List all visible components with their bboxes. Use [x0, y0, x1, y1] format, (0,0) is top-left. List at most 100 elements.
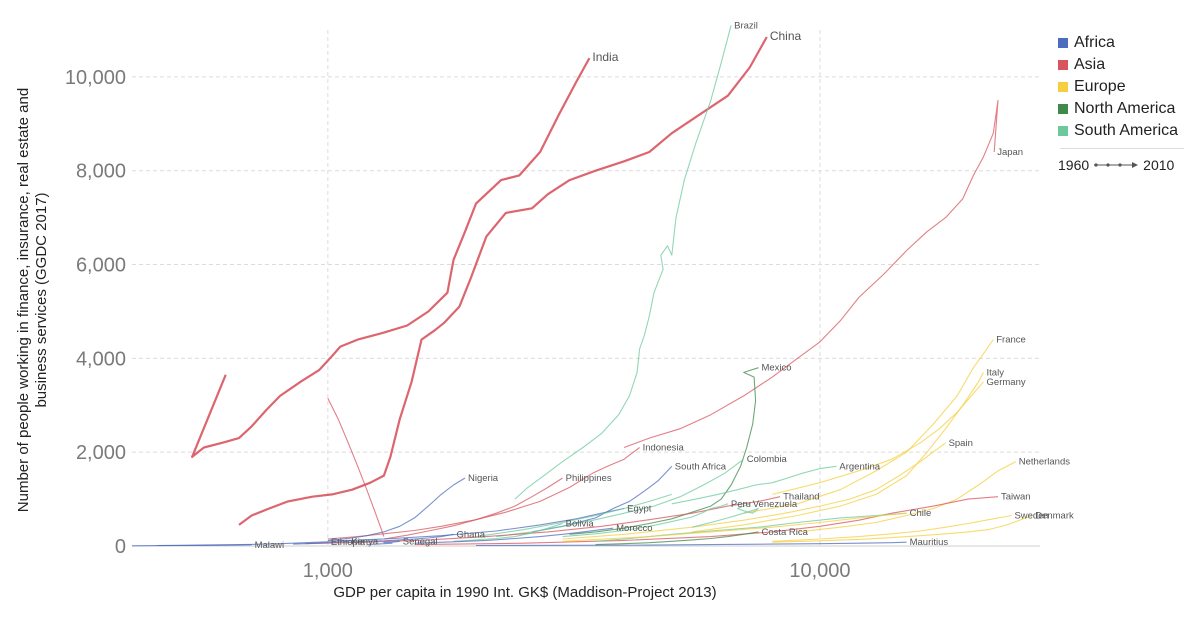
legend-swatch [1058, 38, 1068, 48]
series-line-thailand[interactable] [305, 496, 781, 545]
legend-item-africa[interactable]: Africa [1058, 32, 1198, 54]
x-axis-ticks: 1,000 10,000 [303, 560, 851, 582]
series-label: Ethiopia [331, 537, 366, 548]
legend-label: Africa [1074, 34, 1115, 51]
y-axis-title-line2: business services (GGDC 2017) [33, 192, 50, 407]
series-label: China [770, 29, 802, 43]
series-labels: India China Brazil Japan Mexico Indonesia Nige… [255, 20, 1074, 551]
series-line-mauritius[interactable] [475, 541, 907, 547]
time-range: 1960 2010 [1058, 157, 1198, 173]
legend-label: South America [1074, 122, 1179, 139]
y-tick-label: 0 [115, 536, 126, 558]
series-line-brazil[interactable] [514, 25, 732, 500]
series-line-france[interactable] [743, 339, 994, 514]
series-label: Peru [731, 499, 751, 510]
series-line-spain[interactable] [562, 442, 946, 540]
series-line-taiwan[interactable] [414, 496, 999, 546]
x-tick-label: 1,000 [303, 560, 353, 582]
legend-swatch [1058, 104, 1068, 114]
x-tick-label: 10,000 [789, 560, 850, 582]
grid [132, 30, 1040, 547]
series-line-unlabeled[interactable] [327, 397, 385, 537]
series-line-indonesia[interactable] [327, 447, 640, 540]
series-label: Indonesia [643, 442, 685, 453]
legend-item-south-america[interactable]: South America [1058, 120, 1198, 142]
series-label: Egypt [627, 503, 652, 514]
series-label: Venezuela [753, 499, 798, 510]
series-line-japan[interactable] [623, 99, 999, 449]
legend: Africa Asia Europe North America South A… [1058, 32, 1198, 173]
series-label: Malawi [255, 540, 285, 551]
series-label: Bolivia [566, 518, 595, 529]
series-line-india[interactable] [191, 57, 591, 458]
series-label: Germany [987, 377, 1026, 388]
series-label: Philippines [566, 473, 612, 484]
series-line-peru[interactable] [562, 503, 729, 538]
series-label: France [996, 335, 1026, 346]
series-line-senegal[interactable] [366, 540, 400, 546]
series-label: Netherlands [1019, 457, 1070, 468]
legend-label: North America [1074, 100, 1176, 117]
x-axis-title: GDP per capita in 1990 Int. GK$ (Maddiso… [333, 584, 716, 601]
series-label: Denmark [1035, 511, 1074, 522]
series-line-argentina[interactable] [671, 465, 837, 505]
series-line-egypt[interactable] [327, 507, 625, 542]
series-label: Morocco [616, 523, 652, 534]
series-label: Senegal [403, 536, 438, 547]
series-line-malawi[interactable] [131, 544, 252, 547]
y-tick-label: 6,000 [76, 255, 126, 277]
y-axis-title-line1: Number of people working in finance, ins… [15, 88, 32, 512]
series-label: Italy [987, 367, 1005, 378]
series-line-italy[interactable] [692, 372, 984, 533]
series-label: Thailand [783, 492, 819, 503]
series-line-denmark[interactable] [772, 514, 1033, 543]
series-line-sweden[interactable] [772, 514, 1012, 542]
series-line-germany[interactable] [772, 381, 984, 495]
legend-label: Europe [1074, 78, 1126, 95]
series-label: Japan [997, 147, 1023, 158]
y-tick-label: 4,000 [76, 348, 126, 370]
series-label: Kenya [351, 536, 379, 547]
series-label: Mauritius [910, 537, 949, 548]
series-line-costa-rica[interactable] [595, 531, 759, 546]
series-line-unlabeled[interactable] [475, 493, 672, 538]
series-line-morocco[interactable] [414, 527, 614, 544]
y-tick-label: 10,000 [65, 67, 126, 89]
series-line-venezuela[interactable] [692, 503, 760, 528]
series-label: Spain [949, 438, 973, 449]
series-line-china[interactable] [238, 36, 768, 526]
series-label: Chile [910, 508, 932, 519]
series-label: Argentina [839, 461, 880, 472]
series-label: Ghana [456, 529, 485, 540]
y-axis-ticks: 0 2,000 4,000 6,000 8,000 10,000 [65, 67, 126, 558]
series-label: South Africa [675, 461, 727, 472]
series-line-bolivia[interactable] [453, 522, 563, 542]
legend-swatch [1058, 82, 1068, 92]
series-line-nigeria[interactable] [327, 477, 466, 541]
legend-swatch [1058, 126, 1068, 136]
series-label: India [592, 50, 618, 64]
time-end: 2010 [1143, 157, 1175, 173]
legend-label: Asia [1074, 56, 1106, 73]
series-label: Mexico [761, 363, 791, 374]
series-label: Nigeria [468, 473, 499, 484]
series-line-colombia[interactable] [496, 458, 745, 538]
series-label: Colombia [747, 454, 788, 465]
series-label: Costa Rica [761, 527, 808, 538]
series-line-unlabeled[interactable] [562, 512, 907, 542]
series-line-ghana[interactable] [348, 533, 454, 543]
time-arrow-icon [1094, 162, 1139, 168]
series-lines [131, 25, 1033, 547]
series-line-south-africa[interactable] [531, 465, 673, 533]
time-start: 1960 [1058, 157, 1090, 173]
legend-item-north-america[interactable]: North America [1058, 98, 1198, 120]
series-line-kenya[interactable] [293, 540, 349, 545]
legend-swatch [1058, 60, 1068, 70]
series-line-netherlands[interactable] [797, 461, 1017, 533]
legend-item-asia[interactable]: Asia [1058, 54, 1198, 76]
legend-item-europe[interactable]: Europe [1058, 76, 1198, 98]
series-label: Taiwan [1001, 492, 1031, 503]
series-line-philippines[interactable] [383, 477, 563, 540]
legend-divider [1060, 148, 1184, 149]
